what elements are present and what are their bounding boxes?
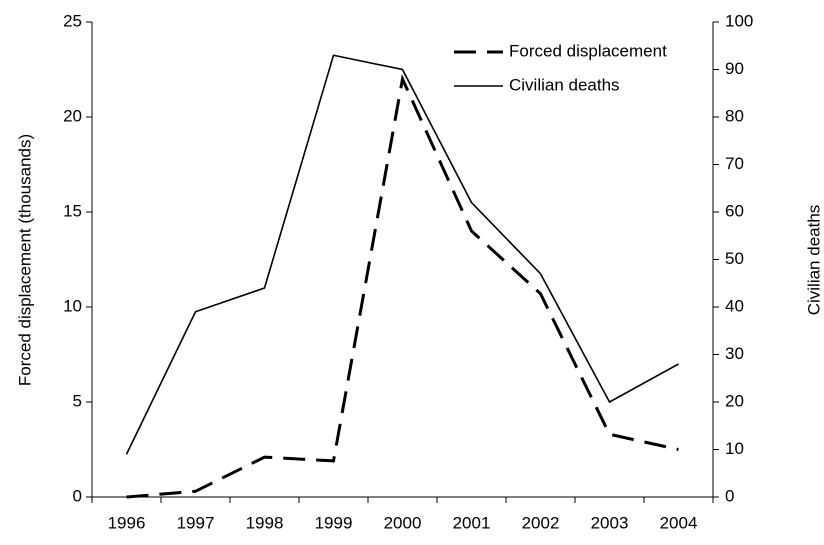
y-tick-label: 5: [73, 391, 82, 410]
x-tick-label: 2001: [453, 513, 491, 532]
y2-tick-label: 80: [725, 106, 744, 125]
series-line: [126, 74, 679, 499]
x-tick-label: 2002: [522, 513, 560, 532]
y2-tick-label: 30: [725, 344, 744, 363]
x-tick-label: 2003: [591, 513, 629, 532]
y2-tick-label: 50: [725, 249, 744, 268]
y-tick-label: 0: [73, 486, 82, 505]
y2-tick-label: 0: [725, 486, 734, 505]
legend-label: Civilian deaths: [509, 75, 620, 94]
y-tick-label: 20: [63, 106, 82, 125]
x-tick-label: 2000: [384, 513, 422, 532]
y2-tick-label: 10: [725, 439, 744, 458]
y2-tick-label: 40: [725, 296, 744, 315]
x-tick-label: 1996: [108, 513, 146, 532]
y-tick-label: 15: [63, 201, 82, 220]
x-tick-label: 2004: [660, 513, 698, 532]
y2-tick-label: 70: [725, 154, 744, 173]
legend-label: Forced displacement: [509, 41, 667, 60]
y-tick-label: 10: [63, 296, 82, 315]
y-tick-label: 25: [63, 11, 82, 30]
x-tick-label: 1999: [315, 513, 353, 532]
y2-tick-label: 90: [725, 59, 744, 78]
y-axis-label: Forced displacement (thousands): [15, 134, 34, 386]
x-tick-label: 1998: [246, 513, 284, 532]
series-line: [125, 54, 679, 455]
y2-tick-label: 20: [725, 391, 744, 410]
y2-tick-label: 60: [725, 201, 744, 220]
y2-tick-label: 100: [725, 11, 753, 30]
y2-axis-label: Civilian deaths: [804, 205, 823, 316]
x-tick-label: 1997: [177, 513, 215, 532]
